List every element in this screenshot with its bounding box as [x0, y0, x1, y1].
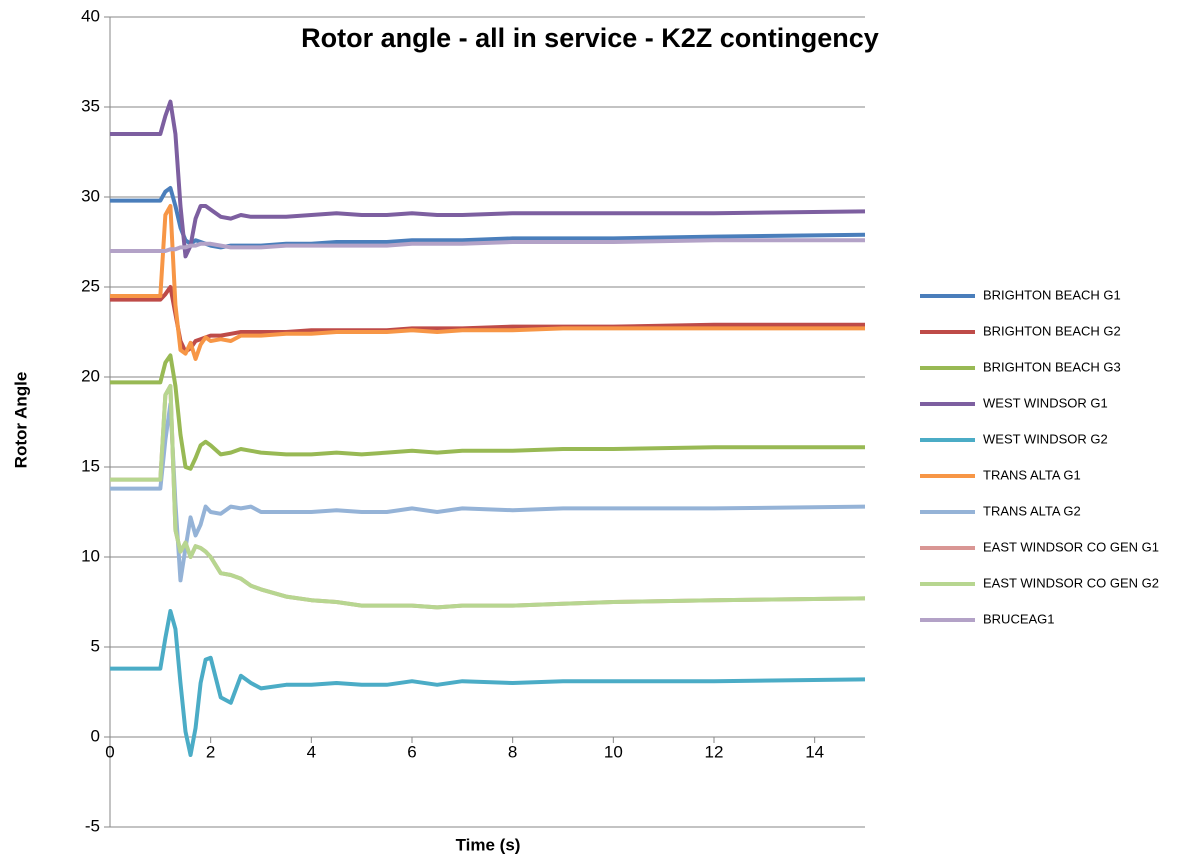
legend-label: BRIGHTON BEACH G2 — [983, 323, 1121, 338]
y-tick-label: 25 — [81, 276, 100, 295]
y-tick-label: 10 — [81, 546, 100, 565]
legend-label: EAST WINDSOR CO GEN G1 — [983, 539, 1159, 554]
series-line — [110, 99, 866, 259]
series-line — [110, 238, 865, 253]
y-tick-label: 30 — [81, 186, 100, 205]
x-tick-label: 6 — [407, 742, 416, 761]
x-tick-label: 10 — [604, 742, 623, 761]
y-tick-label: 15 — [81, 456, 100, 475]
legend-label: WEST WINDSOR G2 — [983, 431, 1108, 446]
legend-label: TRANS ALTA G2 — [983, 503, 1081, 518]
series-line — [110, 384, 866, 610]
legend-label: TRANS ALTA G1 — [983, 467, 1081, 482]
x-tick-label: 12 — [705, 742, 724, 761]
y-tick-label: 20 — [81, 366, 100, 385]
legend-label: WEST WINDSOR G1 — [983, 395, 1108, 410]
series-line — [110, 353, 865, 471]
x-tick-label: 14 — [805, 742, 824, 761]
chart-title: Rotor angle - all in service - K2Z conti… — [301, 23, 879, 53]
legend-label: BRUCEAG1 — [983, 611, 1055, 626]
x-tick-label: 0 — [105, 742, 114, 761]
x-tick-label: 2 — [206, 742, 215, 761]
series-line — [110, 204, 865, 361]
y-tick-label: 35 — [81, 96, 100, 115]
y-tick-label: 5 — [91, 636, 100, 655]
y-tick-label: -5 — [85, 816, 100, 835]
x-tick-label: 4 — [307, 742, 316, 761]
legend-label: EAST WINDSOR CO GEN G2 — [983, 575, 1159, 590]
legend-label: BRIGHTON BEACH G3 — [983, 359, 1121, 374]
series-line — [110, 285, 865, 354]
x-tick-label: 8 — [508, 742, 517, 761]
y-tick-label: 0 — [91, 726, 100, 745]
y-axis-title: Rotor Angle — [11, 372, 30, 469]
series-line — [110, 609, 866, 757]
series-line — [110, 402, 866, 583]
legend-label: BRIGHTON BEACH G1 — [983, 287, 1121, 302]
x-axis-title: Time (s) — [456, 835, 521, 854]
y-tick-label: 40 — [81, 6, 100, 25]
